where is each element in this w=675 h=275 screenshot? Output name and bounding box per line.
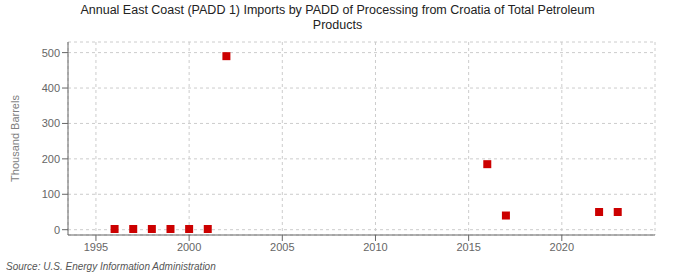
- svg-text:2005: 2005: [270, 241, 294, 253]
- svg-text:300: 300: [42, 117, 60, 129]
- svg-text:2010: 2010: [363, 241, 387, 253]
- svg-text:Thousand Barrels: Thousand Barrels: [9, 95, 21, 182]
- svg-text:2020: 2020: [550, 241, 574, 253]
- svg-text:200: 200: [42, 153, 60, 165]
- svg-text:1995: 1995: [84, 241, 108, 253]
- svg-text:100: 100: [42, 188, 60, 200]
- html-text:Products: Products: [312, 18, 363, 32]
- html-text:Source: U.S. Energy Informatio: Source: U.S. Energy Information Administ…: [6, 261, 216, 272]
- svg-text:500: 500: [42, 47, 60, 59]
- html-text:Annual East Coast (PADD 1) Imp: Annual East Coast (PADD 1) Imports by PA…: [80, 3, 595, 17]
- svg-text:0: 0: [54, 224, 60, 236]
- svg-text:400: 400: [42, 82, 60, 94]
- svg-text:2000: 2000: [177, 241, 201, 253]
- svg-text:2015: 2015: [456, 241, 480, 253]
